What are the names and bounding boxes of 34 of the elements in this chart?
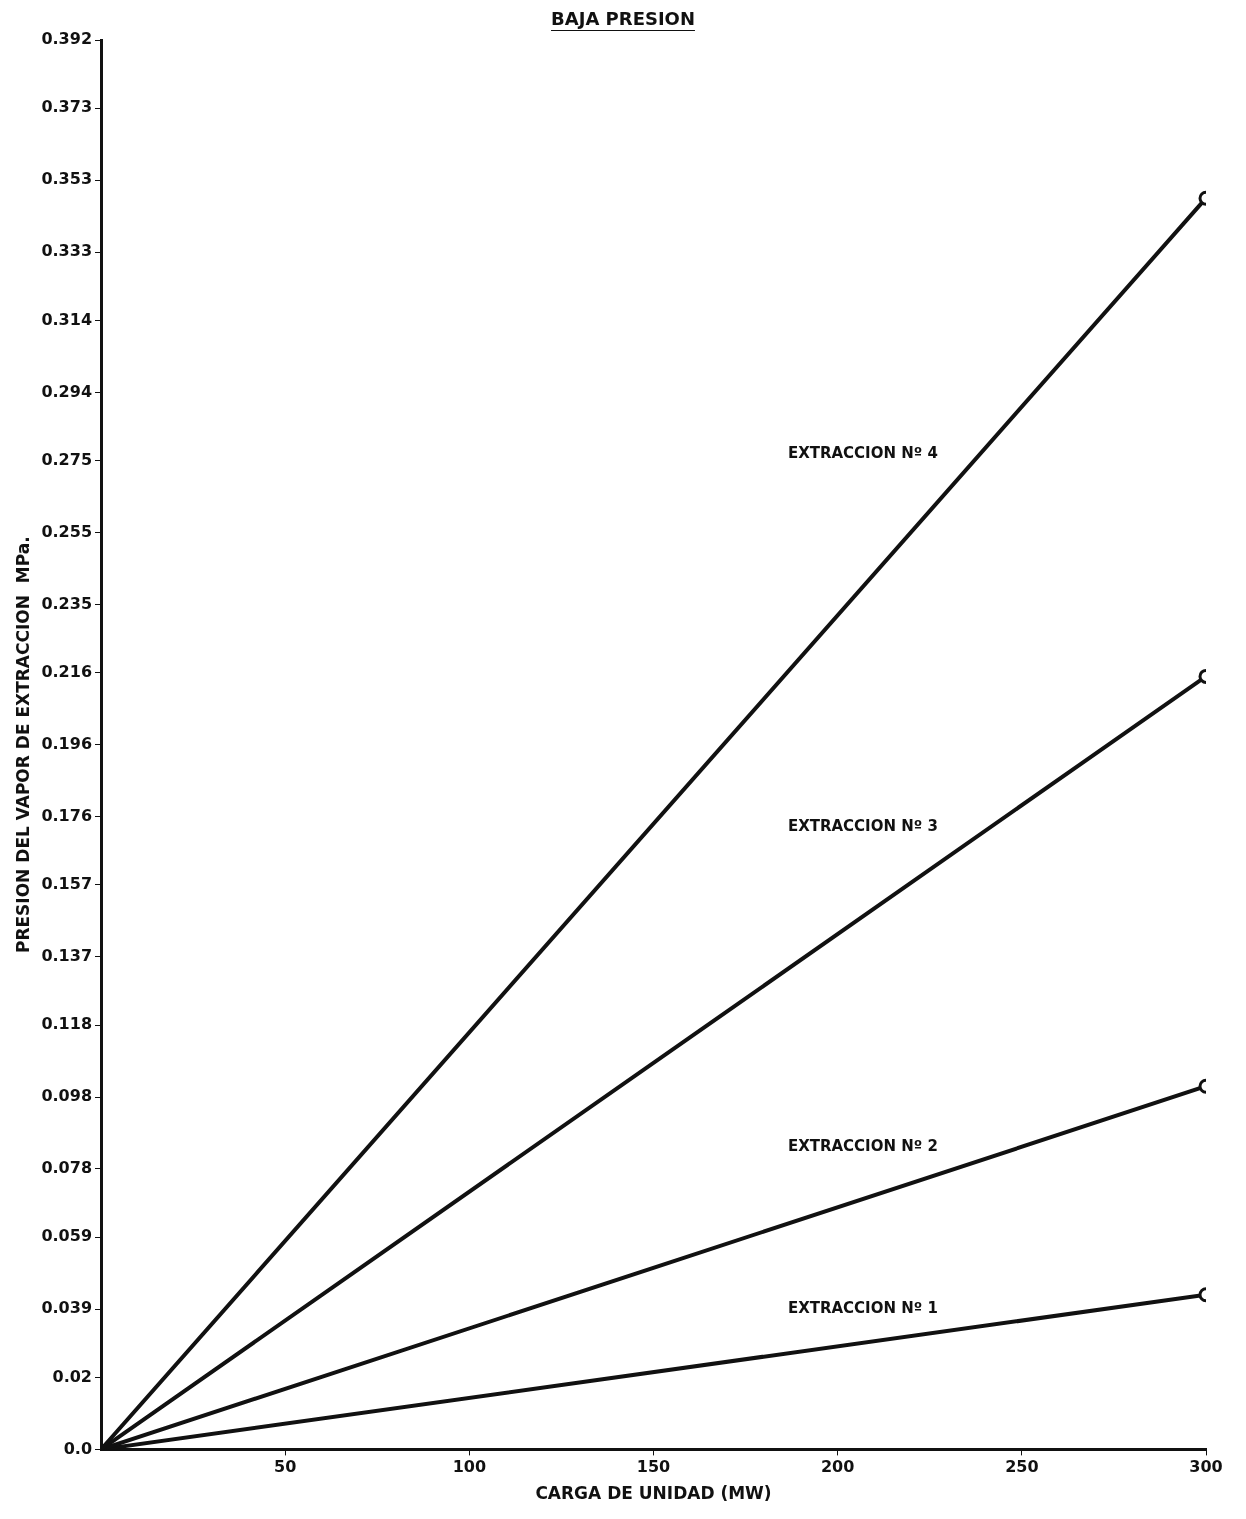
x-tick-label: 150 (636, 1457, 671, 1477)
y-tick-label: 0.275 (41, 449, 93, 469)
x-tick-label: 250 (1005, 1457, 1039, 1477)
y-tick-label: 0.078 (41, 1158, 93, 1178)
y-tick-label: 0.314 (41, 309, 93, 329)
x-tick-label: 200 (820, 1457, 855, 1477)
y-tick-label: 0.235 (41, 593, 93, 613)
y-tick-label: 0.392 (41, 29, 93, 49)
y-axis-title: PRESION DEL VAPOR DE EXTRACCION MPa. (12, 536, 33, 954)
y-tick-label: 0.255 (41, 521, 93, 541)
series-label: EXTRACCION Nº 3 (787, 816, 938, 835)
x-tick-label: 300 (1189, 1457, 1223, 1477)
x-axis-title: CARGA DE UNIDAD (MW) (535, 1483, 772, 1504)
y-tick-label: 0.373 (41, 97, 93, 117)
y-tick-label: 0.157 (41, 874, 93, 894)
x-tick-label: 50 (274, 1457, 297, 1477)
y-tick-label: 0.039 (41, 1298, 93, 1318)
y-tick-label: 0.196 (41, 733, 93, 753)
y-tick-label: 0.118 (41, 1014, 93, 1034)
x-tick-label: 100 (452, 1457, 487, 1477)
y-tick-label: 0.333 (41, 241, 93, 261)
chart-title: BAJA PRESION (551, 8, 695, 29)
series-label: EXTRACCION Nº 2 (787, 1136, 938, 1155)
y-tick-label: 0.353 (41, 169, 93, 189)
y-tick-label: 0.0 (63, 1438, 93, 1458)
y-tick-label: 0.059 (41, 1226, 93, 1246)
y-tick-label: 0.098 (41, 1086, 93, 1106)
y-tick-label: 0.02 (52, 1366, 93, 1386)
y-tick-label: 0.216 (41, 661, 93, 681)
y-tick-label: 0.137 (41, 945, 93, 965)
series-label: EXTRACCION Nº 4 (787, 443, 938, 462)
series-label: EXTRACCION Nº 1 (787, 1299, 938, 1318)
y-tick-label: 0.176 (41, 805, 93, 825)
y-tick-label: 0.294 (41, 381, 93, 401)
